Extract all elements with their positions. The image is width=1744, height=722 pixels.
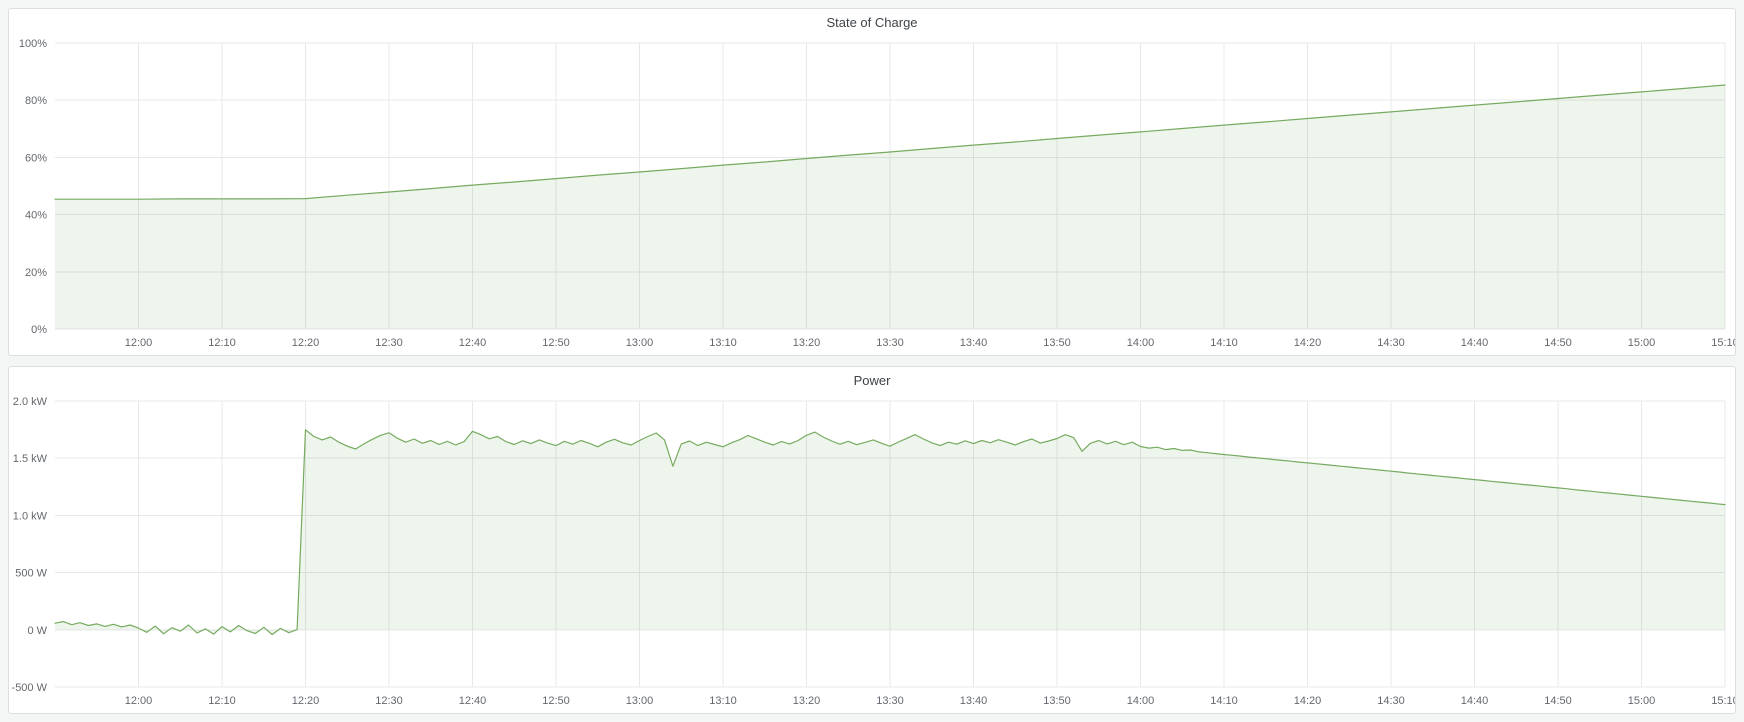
x-axis-tick-label: 14:30 (1377, 337, 1405, 349)
x-axis-tick-label: 14:40 (1461, 695, 1489, 707)
power-chart[interactable]: -500 W 0 W 500 W 1.0 kW 1.5 kW 2.0 kW 12:00 12:… (9, 393, 1735, 713)
x-axis-tick-label: 13:50 (1043, 695, 1071, 707)
x-axis-tick-label: 12:00 (125, 695, 153, 707)
x-axis-tick-label: 12:30 (375, 337, 403, 349)
y-axis-tick-label: 100% (19, 38, 47, 50)
x-axis-tick-label: 14:30 (1377, 695, 1405, 707)
x-axis-tick-label: 12:00 (125, 337, 153, 349)
x-axis-tick-label: 12:20 (292, 337, 320, 349)
x-axis-tick-label: 13:10 (709, 337, 737, 349)
x-axis-tick-label: 13:40 (960, 695, 988, 707)
y-axis-tick-label: 80% (25, 95, 47, 107)
x-axis-tick-label: 12:40 (459, 337, 487, 349)
y-axis-tick-label: 0% (31, 324, 47, 336)
y-axis-tick-label: 2.0 kW (13, 396, 48, 408)
x-axis-tick-label: 13:20 (793, 337, 821, 349)
x-axis-tick-label: 12:10 (208, 695, 236, 707)
series-line (54, 429, 1726, 636)
panel-power: Power -500 W 0 W 500 W 1.0 kW 1.5 kW 2.0 kW 12… (8, 366, 1736, 714)
y-axis-tick-label: 0 W (27, 625, 47, 637)
x-axis-tick-label: 14:10 (1210, 337, 1238, 349)
x-axis-tick-label: 13:20 (793, 695, 821, 707)
power-plot: -500 W 0 W 500 W 1.0 kW 1.5 kW 2.0 kW 12:00 12:… (12, 396, 1735, 707)
x-axis-tick-label: 13:50 (1043, 337, 1071, 349)
y-axis-tick-label: 20% (25, 267, 47, 279)
panel-title-state-of-charge[interactable]: State of Charge (826, 15, 918, 30)
x-axis-tick-label: 14:50 (1544, 337, 1572, 349)
x-axis-tick-label: 13:30 (876, 695, 904, 707)
state-of-charge-chart[interactable]: 0% 20% 40% 60% 80% 100% 12:00 12:10 12:20 12:30 12… (9, 35, 1735, 355)
y-axis-tick-label: 60% (25, 152, 47, 164)
x-axis-tick-label: 13:40 (960, 337, 988, 349)
y-axis-tick-label: 1.0 kW (13, 510, 48, 522)
x-axis-tick-label: 14:00 (1127, 337, 1155, 349)
x-axis-tick-label: 14:00 (1127, 695, 1155, 707)
x-axis-tick-label: 15:00 (1628, 695, 1656, 707)
y-axis-tick-label: 1.5 kW (13, 453, 48, 465)
x-axis-tick-label: 12:50 (542, 695, 570, 707)
x-axis-tick-label: 14:10 (1210, 695, 1238, 707)
y-axis-tick-label: -500 W (12, 682, 48, 694)
x-axis-tick-label: 15:00 (1628, 337, 1656, 349)
panel-state-of-charge: State of Charge 0% 20% 40% 60% 80% 100% 12:00 1… (8, 8, 1736, 356)
y-axis-tick-label: 500 W (15, 568, 47, 580)
x-axis-tick-label: 14:40 (1461, 337, 1489, 349)
x-axis-tick-label: 15:10 (1711, 337, 1735, 349)
state-of-charge-plot: 0% 20% 40% 60% 80% 100% 12:00 12:10 12:20 12:30 12… (19, 38, 1735, 349)
x-axis-tick-label: 12:40 (459, 695, 487, 707)
x-axis-tick-label: 12:50 (542, 337, 570, 349)
x-axis-tick-label: 12:30 (375, 695, 403, 707)
x-axis-tick-label: 13:00 (626, 337, 654, 349)
x-axis-tick-label: 15:10 (1711, 695, 1735, 707)
series-area (55, 429, 1725, 635)
series-area (55, 85, 1725, 329)
x-axis-tick-label: 12:20 (292, 695, 320, 707)
x-axis-tick-label: 12:10 (208, 337, 236, 349)
y-axis-tick-label: 40% (25, 210, 47, 222)
x-axis-tick-label: 13:00 (626, 695, 654, 707)
series-line (54, 84, 1726, 200)
x-axis-tick-label: 14:20 (1294, 695, 1322, 707)
x-axis-tick-label: 14:50 (1544, 695, 1572, 707)
x-axis-tick-label: 14:20 (1294, 337, 1322, 349)
panel-title-power[interactable]: Power (853, 373, 891, 388)
x-axis-tick-label: 13:10 (709, 695, 737, 707)
x-axis-tick-label: 13:30 (876, 337, 904, 349)
